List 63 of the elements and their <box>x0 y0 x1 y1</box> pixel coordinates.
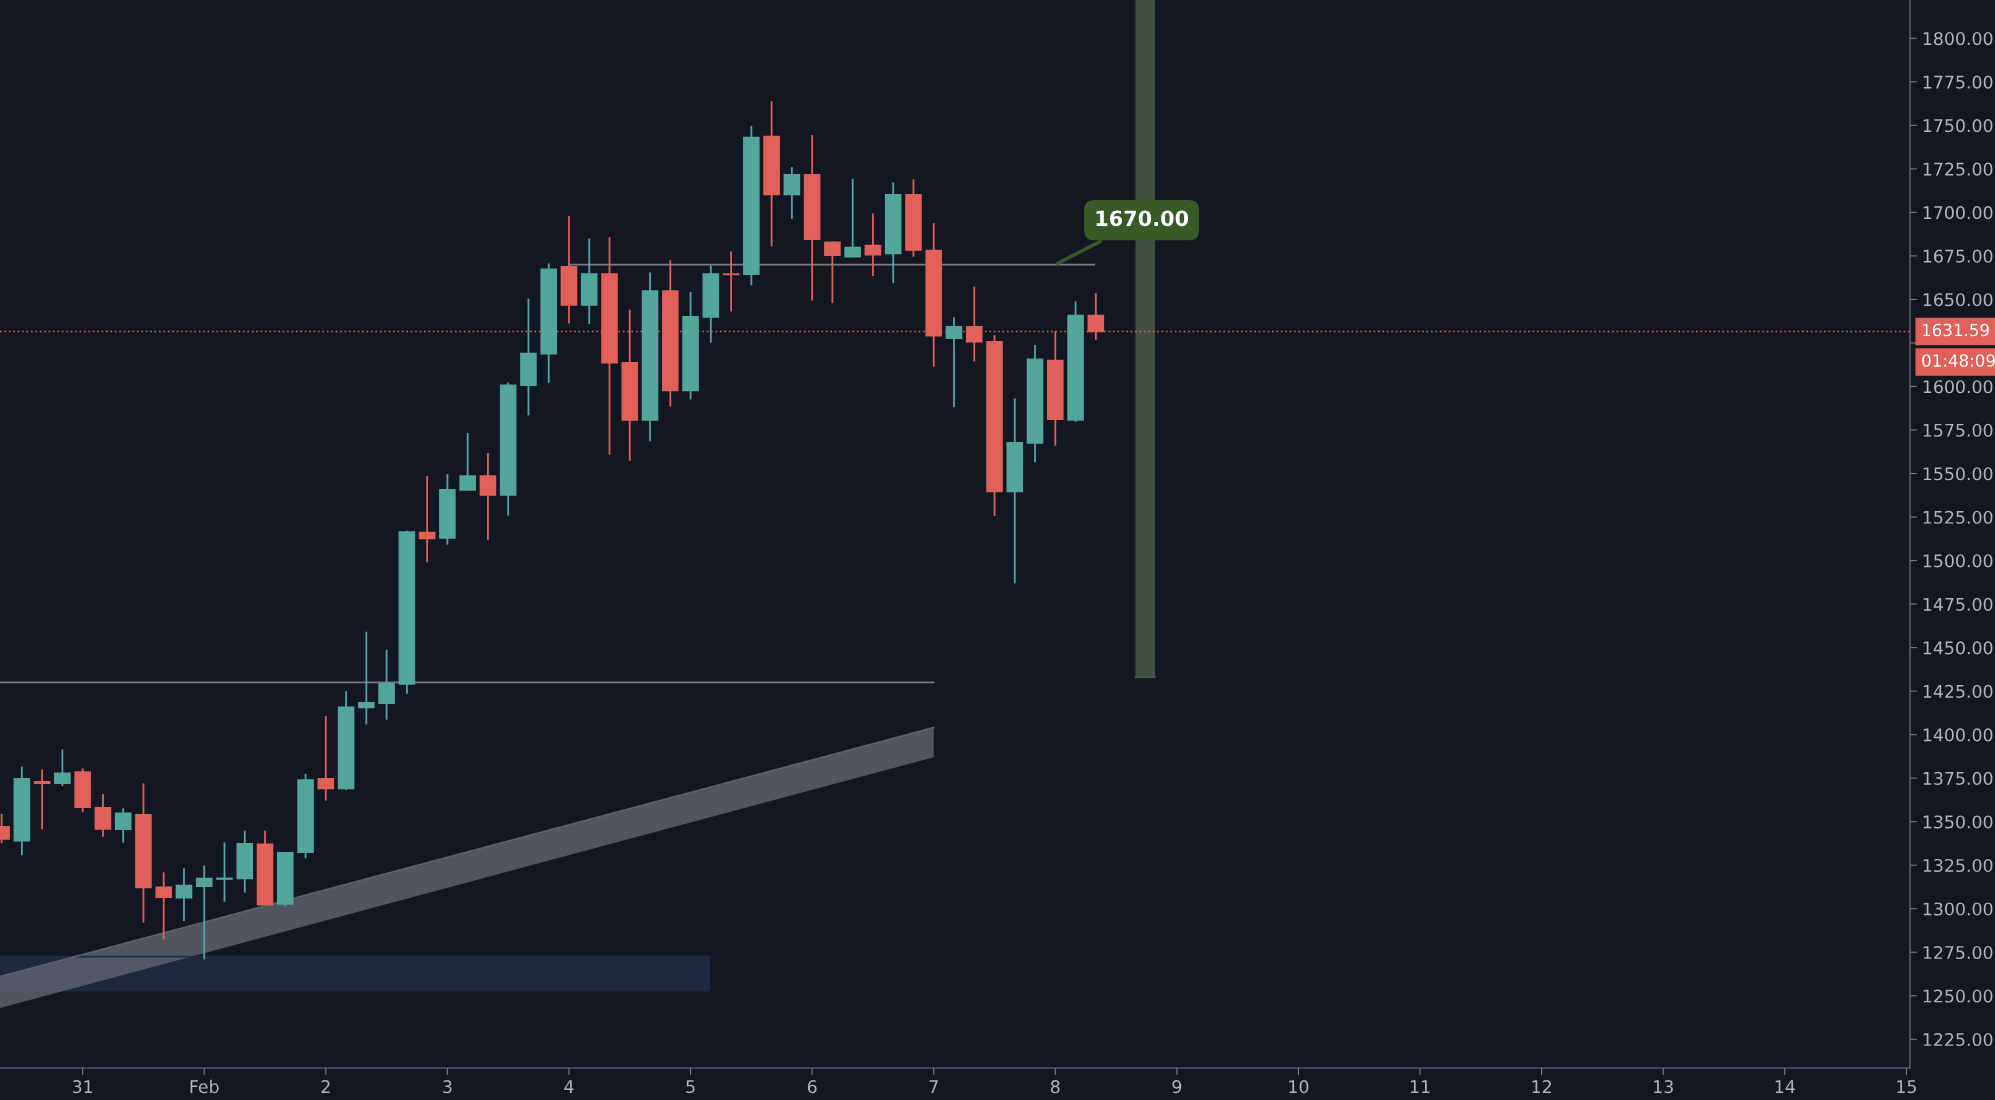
candlestick <box>965 285 983 363</box>
y-tick-label: 1750.00 <box>1923 119 1993 133</box>
y-tick-label: 1575.00 <box>1923 423 1993 437</box>
candlestick <box>317 715 335 802</box>
y-tick-label: 1300.00 <box>1923 902 1993 916</box>
x-tick-label: 2 <box>321 1080 330 1093</box>
y-tick-label: 1700.00 <box>1923 206 1993 220</box>
x-tick-label: 8 <box>1050 1080 1060 1094</box>
y-tick-label: 1600.00 <box>1923 380 1993 394</box>
y-tick-label: 1725.00 <box>1923 162 1993 176</box>
y-tick-label: 1525.00 <box>1923 510 1993 524</box>
y-tick-label: 1550.00 <box>1923 467 1993 481</box>
y-tick-label: 1450.00 <box>1923 641 1993 655</box>
y-tick-label: 1400.00 <box>1923 728 1993 742</box>
candlestick <box>418 475 436 564</box>
candlestick <box>459 432 476 491</box>
candlestick <box>378 648 395 721</box>
candlestick <box>155 871 173 941</box>
x-tick-label: 15 <box>1897 1080 1916 1094</box>
y-tick-label: 1325.00 <box>1923 858 1993 873</box>
x-tick-label: 14 <box>1775 1080 1795 1093</box>
candlestick <box>864 212 882 278</box>
y-tick-label: 1775.00 <box>1923 75 1993 89</box>
ref-line-label: 1631.59 <box>1922 323 1989 337</box>
candlestick <box>783 166 801 220</box>
candlestick <box>114 807 132 844</box>
y-tick-label: 1375.00 <box>1923 771 1993 785</box>
candlestick <box>844 177 861 258</box>
y-tick-label: 1650.00 <box>1923 293 1993 307</box>
candlestick <box>175 867 193 922</box>
y-tick-label: 1675.00 <box>1923 249 1993 263</box>
candlestick <box>195 864 213 961</box>
candlestick <box>216 841 233 903</box>
annotation: 1670.00 <box>1096 210 1189 227</box>
x-tick-label: 31 <box>72 1080 93 1094</box>
x-tick-label: 10 <box>1289 1080 1309 1094</box>
y-tick-label: 1350.00 <box>1923 815 1993 829</box>
candlestick <box>33 768 51 831</box>
x-tick-label: 9 <box>1172 1080 1182 1094</box>
x-tick-label: 3 <box>443 1080 452 1094</box>
candlestick <box>54 748 71 787</box>
x-tick-label: 12 <box>1532 1080 1551 1093</box>
y-tick-label: 1500.00 <box>1923 554 1993 568</box>
y-tick-label: 1800.00 <box>1923 32 1993 46</box>
y-tick-label: 1425.00 <box>1923 684 1993 698</box>
candlestick <box>94 793 112 838</box>
x-tick-label: Feb <box>190 1079 219 1094</box>
y-tick-label: 1475.00 <box>1923 597 1993 611</box>
y-tick-label: 1225.00 <box>1923 1032 1993 1047</box>
y-tick-label: 1275.00 <box>1923 945 1993 960</box>
x-tick-label: 6 <box>807 1080 817 1094</box>
candlestick <box>824 240 841 304</box>
candlestick <box>358 630 375 726</box>
text: 01:48:09 <box>1922 354 1995 367</box>
x-tick-label: 13 <box>1654 1080 1673 1094</box>
candlestick <box>722 250 740 313</box>
x-tick-label: 11 <box>1410 1080 1430 1093</box>
x-tick-label: 7 <box>929 1080 938 1093</box>
x-tick-label: 4 <box>564 1080 574 1093</box>
y-tick-label: 1250.00 <box>1923 989 1993 1003</box>
x-tick-label: 5 <box>686 1080 695 1094</box>
candlestick <box>479 452 497 541</box>
candlestick <box>945 316 963 409</box>
